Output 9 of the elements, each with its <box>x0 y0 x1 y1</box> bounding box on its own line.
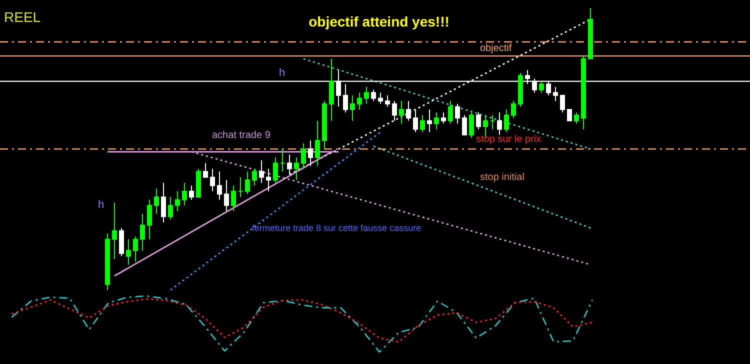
text: REEL <box>4 9 41 25</box>
annotation: h <box>98 199 104 211</box>
annotation: stop initial <box>480 172 524 183</box>
chart-title: objectif atteind yes!!! <box>308 14 450 30</box>
ref-line-label: objectif <box>480 42 512 54</box>
annotation: h <box>279 67 286 79</box>
annotation: achat trade 9 <box>212 130 271 141</box>
annotation: stop sur le prix <box>476 134 542 145</box>
annotation: fermeture trade 8 sur cette fausse cassure <box>252 223 422 233</box>
